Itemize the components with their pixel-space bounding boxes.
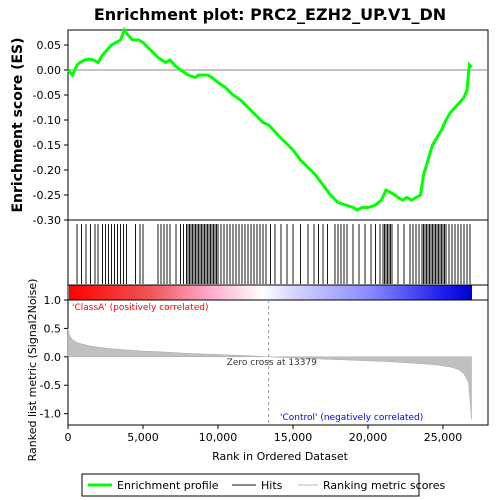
- metric-y-tick-label: 1.0: [44, 294, 62, 307]
- control-label: 'Control' (negatively correlated): [280, 413, 423, 423]
- es-y-ticks: 0.05 0.00 -0.05 -0.10 -0.15 -0.20 -0.25 -0.30: [33, 39, 68, 227]
- x-axis-label: Rank in Ordered Dataset: [212, 450, 349, 463]
- es-y-label: Enrichment score (ES): [10, 37, 26, 212]
- x-tick-label: 15,000: [274, 431, 313, 444]
- metric-y-ticks: 1.0 0.5 0.0 -0.5 -1.0: [40, 294, 68, 421]
- legend-profile-label: Enrichment profile: [117, 479, 219, 492]
- x-ticks: 0 5,000 10,000 15,000 20,000 25,000: [65, 425, 463, 444]
- metric-y-tick-label: -1.0: [40, 408, 61, 421]
- es-y-tick-label: -0.15: [33, 139, 61, 152]
- metric-y-tick-label: 0.5: [44, 322, 62, 335]
- hits-marks: [76, 224, 471, 284]
- es-panel-frame: [67, 29, 489, 221]
- enrichment-profile-line: [66, 26, 473, 212]
- es-y-tick-label: -0.05: [33, 89, 61, 102]
- es-y-tick-label: -0.10: [33, 114, 61, 127]
- x-tick-label: 5,000: [127, 431, 159, 444]
- metric-y-label: Ranked list metric (Signal2Noise): [26, 279, 39, 462]
- es-y-tick-label: 0.00: [37, 64, 62, 77]
- metric-y-tick-label: 0.0: [44, 351, 62, 364]
- legend-hits-label: Hits: [261, 479, 283, 492]
- hits-panel-frame: [67, 219, 489, 286]
- es-y-tick-label: 0.05: [37, 39, 62, 52]
- es-y-tick-label: -0.25: [33, 189, 61, 202]
- legend-metric-label: Ranking metric scores: [323, 479, 445, 492]
- zero-cross-label: Zero cross at 13379: [227, 358, 318, 368]
- es-y-tick-label: -0.20: [33, 164, 61, 177]
- x-tick-label: 20,000: [349, 431, 388, 444]
- legend: Enrichment profile Hits Ranking metric s…: [81, 473, 445, 497]
- class-a-label: 'ClassA' (positively correlated): [72, 303, 209, 313]
- x-tick-label: 25,000: [424, 431, 463, 444]
- chart-title: Enrichment plot: PRC2_EZH2_UP.V1_DN: [94, 5, 446, 24]
- ranking-metric-area: [67, 328, 472, 420]
- x-tick-label: 0: [65, 431, 72, 444]
- metric-y-tick-label: -0.5: [40, 379, 61, 392]
- x-tick-label: 10,000: [199, 431, 238, 444]
- es-y-tick-label: -0.30: [33, 214, 61, 227]
- rank-color-bar: [69, 285, 472, 300]
